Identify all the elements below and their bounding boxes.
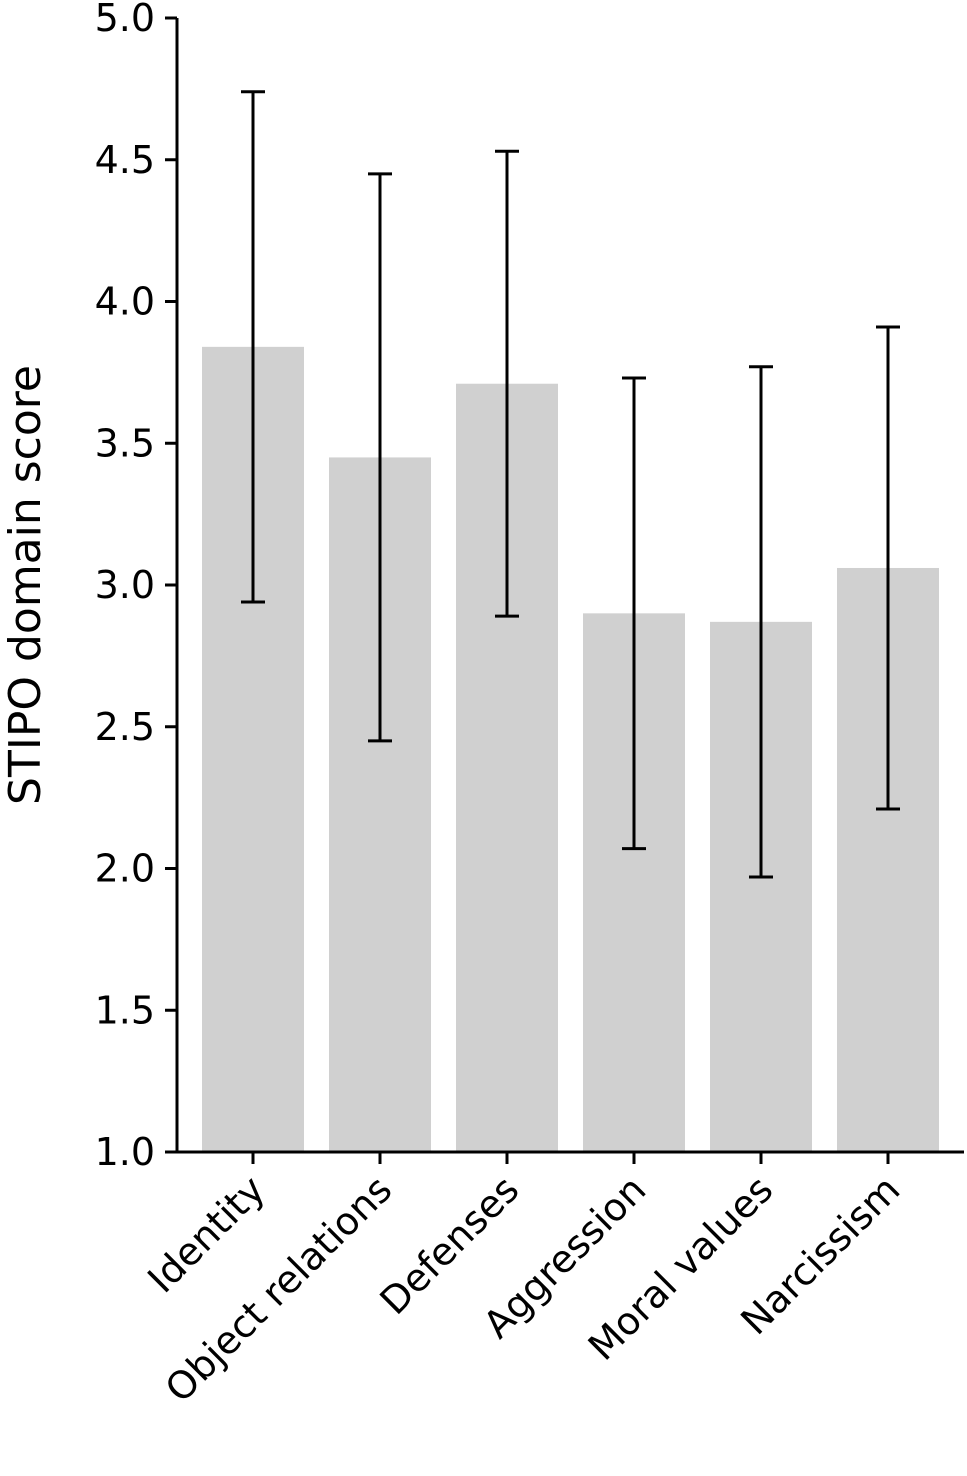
y-tick-label: 2.0 <box>95 847 155 891</box>
y-tick-label: 1.0 <box>95 1130 155 1174</box>
errorbar-aggression <box>622 376 646 851</box>
x-tick-label: Object relations <box>157 1167 401 1411</box>
y-tick-label: 3.5 <box>95 421 155 465</box>
y-tick-label: 4.5 <box>95 138 155 182</box>
y-tick-label: 4.0 <box>95 280 155 324</box>
y-tick-label: 3.0 <box>95 563 155 607</box>
y-tick-label: 5.0 <box>95 0 155 40</box>
errorbar-identity <box>241 90 265 604</box>
y-axis-title: STIPO domain score <box>0 365 51 805</box>
errorbar-defenses <box>495 149 519 618</box>
errorbars-layer <box>241 90 900 879</box>
errorbar-moral-values <box>749 365 773 879</box>
y-tick-label: 1.5 <box>95 988 155 1032</box>
y-tick-label: 2.5 <box>95 705 155 749</box>
errorbar-object-relations <box>368 172 392 743</box>
x-tick-label: Identity <box>139 1167 273 1301</box>
bars-layer <box>202 346 939 1153</box>
y-ticks: 1.0 1.5 2.0 2.5 3.0 3.5 4.0 4.5 5.0 <box>95 0 177 1174</box>
errorbar-narcissism <box>876 325 900 811</box>
